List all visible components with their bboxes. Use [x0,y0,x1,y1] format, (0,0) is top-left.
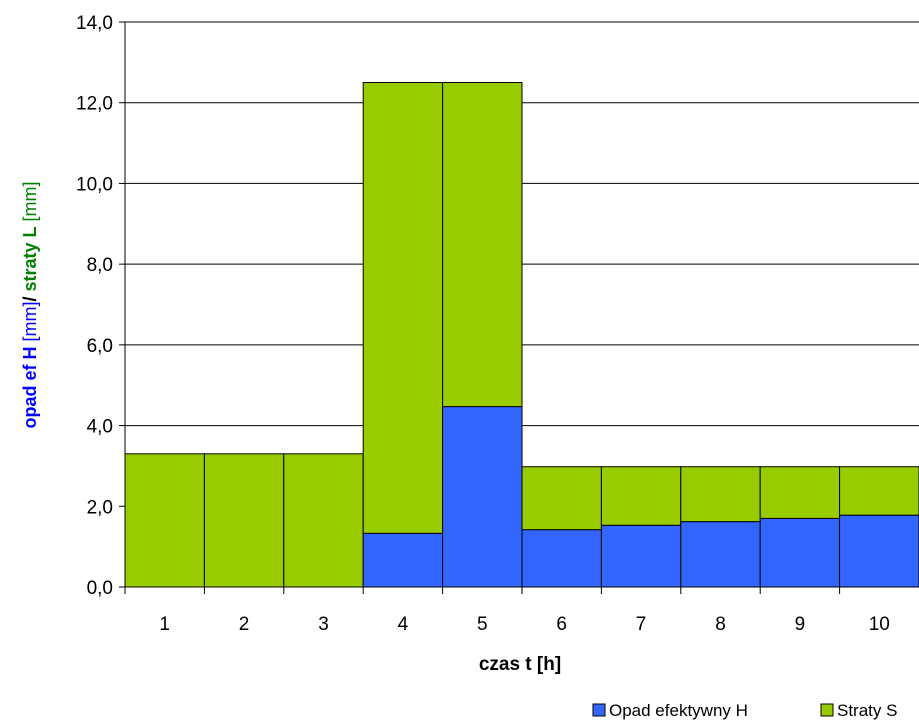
x-tick-label: 3 [318,614,329,635]
x-tick-label: 6 [556,614,567,635]
bar-segment [521,466,602,531]
legend-label: Opad efektywny H [609,701,748,720]
legend-label: Straty S [837,701,897,720]
bar-segment [759,466,841,519]
bar-segment [839,514,919,588]
x-tick-label: 10 [869,614,890,635]
y-tick-label: 10,0 [76,174,113,195]
axes [119,21,919,594]
y-tick-label: 4,0 [87,417,113,438]
x-tick-label: 1 [159,614,170,635]
y-axis-label-part: opad ef H [20,347,40,429]
bars [124,82,919,588]
y-tick-labels: 0,0 2,0 4,0 6,0 8,0 10,0 12,0 14,0 [76,13,113,599]
y-tick-label: 6,0 [87,336,113,357]
bar-segment [680,466,761,523]
bar-segment [362,532,444,588]
y-tick-label: 0,0 [87,578,113,599]
y-axis-label-part: [mm] [20,181,40,226]
x-tick-labels: 1 2 3 4 5 6 7 8 9 10 [159,614,889,635]
bar-segment [203,453,285,588]
y-axis-label-part: / [20,292,40,302]
bar-segment [759,517,841,588]
x-axis-label: czas t [h] [479,654,561,675]
legend: Opad efektywny H Straty S [592,701,897,720]
y-axis-label-part: straty L [20,226,40,291]
legend-swatch [820,703,834,717]
bar-segment [442,82,523,408]
y-tick-label: 14,0 [76,13,113,34]
legend-swatch [592,703,606,717]
x-tick-label: 5 [477,614,488,635]
bar-segment [680,521,761,588]
x-tick-label: 9 [795,614,806,635]
x-tick-label: 7 [636,614,647,635]
x-tick-label: 2 [239,614,250,635]
bar-segment [839,466,919,516]
bar-segment [442,406,523,588]
y-tick-label: 2,0 [87,497,113,518]
bar-segment [362,82,444,534]
x-tick-label: 8 [715,614,726,635]
bar-segment [283,453,364,588]
x-tick-label: 4 [398,614,409,635]
y-axis-label-part: [mm] [20,302,40,347]
bar-segment [600,466,682,526]
y-tick-label: 12,0 [76,94,113,115]
y-tick-label: 8,0 [87,255,113,276]
bar-segment [600,524,682,588]
bar-segment [521,529,602,588]
bar-segment [124,453,205,588]
y-axis-label: opad ef H [mm]/ straty L [mm] [20,181,40,428]
